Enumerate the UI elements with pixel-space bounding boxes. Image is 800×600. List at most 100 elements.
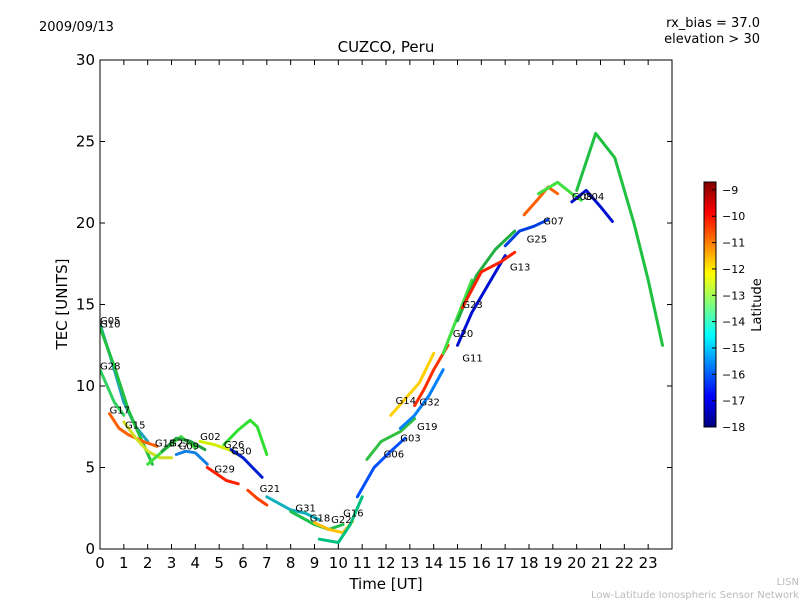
y-tick-label: 5 xyxy=(85,459,95,477)
x-tick-label: 13 xyxy=(400,554,419,572)
satellite-label: G15 xyxy=(125,420,145,431)
elevation-label: elevation > 30 xyxy=(664,32,760,47)
satellite-label: G11 xyxy=(462,354,482,365)
x-tick-label: 6 xyxy=(238,554,248,572)
series-G02b xyxy=(575,131,664,347)
x-tick-label: 19 xyxy=(543,554,562,572)
series-G26 xyxy=(222,418,269,456)
satellite-label: G13 xyxy=(155,438,175,449)
colorbar-label: Latitude xyxy=(750,278,765,332)
y-tick-label: 25 xyxy=(76,133,95,151)
series-G21 xyxy=(246,488,269,507)
x-tick-label: 22 xyxy=(615,554,634,572)
x-tick-label: 10 xyxy=(329,554,348,572)
series-G20 xyxy=(441,278,474,355)
colorbar-tick-label: −9 xyxy=(722,184,738,197)
chart-title: CUZCO, Peru xyxy=(338,38,435,56)
x-tick-label: 20 xyxy=(567,554,586,572)
series-G25 xyxy=(503,218,550,248)
colorbar-tick-label: −11 xyxy=(722,237,745,250)
y-tick-label: 10 xyxy=(76,377,95,395)
series-G14 xyxy=(389,351,436,417)
colorbar-tick-label: −13 xyxy=(722,289,745,302)
series-G30 xyxy=(229,448,264,479)
y-axis-label: TEC [UNITS] xyxy=(53,259,71,351)
x-tick-label: 16 xyxy=(472,554,491,572)
x-axis: 0 1 2 3 4 5 6 7 8 9 10 11 12 13 14 15 16 17 18 19 20 21 22 23 xyxy=(95,60,658,572)
satellite-label: G03 xyxy=(400,433,420,444)
x-tick-label: 21 xyxy=(591,554,610,572)
colorbar-tick-label: −17 xyxy=(722,395,745,408)
y-tick-label: 30 xyxy=(76,51,95,69)
series-G29 xyxy=(205,466,240,486)
satellite-label: G32 xyxy=(419,398,439,409)
series-G31 xyxy=(265,495,321,522)
satellite-label: G07 xyxy=(543,217,563,228)
x-tick-label: 17 xyxy=(496,554,515,572)
series-G15 xyxy=(122,420,173,460)
y-tick-label: 20 xyxy=(76,214,95,232)
satellite-label: G13 xyxy=(510,262,530,273)
x-tick-label: 18 xyxy=(519,554,538,572)
satellite-label: G27 xyxy=(169,438,189,449)
y-tick-label: 15 xyxy=(76,296,95,314)
satellite-label: G16 xyxy=(343,508,363,519)
plot-frame xyxy=(99,59,673,550)
footer-long: Low-Latitude Ionospheric Sensor Network xyxy=(591,590,799,600)
satellite-label: G19 xyxy=(417,422,437,433)
series-G04 xyxy=(570,188,614,223)
colorbar-ticks: −9 −10 −11 −12 −13 −14 −15 −16 −17 −18 xyxy=(712,184,745,434)
point-label-layer: G05G10G28G17G15G13G27G09G02G26G30G29G21G… xyxy=(100,192,604,526)
colorbar: −9 −10 −11 −12 −13 −14 −15 −16 −17 −18 Latitude xyxy=(703,181,765,434)
satellite-label: G30 xyxy=(231,446,251,457)
x-tick-label: 7 xyxy=(262,554,272,572)
x-tick-label: 15 xyxy=(448,554,467,572)
satellite-label: G04 xyxy=(584,192,604,203)
satellite-label: G05 xyxy=(100,316,120,327)
satellite-label: G26 xyxy=(224,440,244,451)
series-G32 xyxy=(413,343,450,408)
satellite-label: G08 xyxy=(572,192,592,203)
satellite-label: G14 xyxy=(396,396,416,407)
y-axis: 0 5 10 15 20 25 30 xyxy=(76,51,672,558)
x-tick-label: 1 xyxy=(119,554,129,572)
series-G07 xyxy=(522,185,560,217)
rx-bias-label: rx_bias = 37.0 xyxy=(666,16,760,31)
series-G17 xyxy=(108,412,159,448)
satellite-label: G09 xyxy=(179,442,199,453)
series-G06 xyxy=(355,436,407,499)
series-G13 xyxy=(460,250,517,310)
series-G10 xyxy=(100,325,154,466)
satellite-label: G25 xyxy=(527,235,547,246)
y-tick-label: 0 xyxy=(85,540,95,558)
satellite-label: G21 xyxy=(260,484,280,495)
x-tick-label: 11 xyxy=(353,554,372,572)
series-G28 xyxy=(100,368,126,417)
satellite-label: G28 xyxy=(100,362,120,373)
colorbar-tick-label: −15 xyxy=(722,342,745,355)
x-tick-label: 4 xyxy=(191,554,201,572)
colorbar-tick-label: −16 xyxy=(722,368,745,381)
colorbar-tick-label: −18 xyxy=(722,421,745,434)
x-tick-label: 5 xyxy=(214,554,224,572)
x-tick-label: 14 xyxy=(424,554,443,572)
series-G16 xyxy=(317,495,364,544)
satellite-label: G18 xyxy=(310,513,330,524)
satellite-label: G06 xyxy=(384,450,404,461)
satellite-label: G22 xyxy=(331,515,351,526)
colorbar-tick-label: −12 xyxy=(722,263,745,276)
x-tick-label: 0 xyxy=(95,554,105,572)
satellite-label: G17 xyxy=(110,406,130,417)
colorbar-gradient xyxy=(703,181,717,428)
x-tick-label: 3 xyxy=(167,554,177,572)
x-tick-label: 9 xyxy=(310,554,320,572)
x-tick-label: 12 xyxy=(376,554,395,572)
x-tick-label: 2 xyxy=(143,554,153,572)
satellite-label: G23 xyxy=(462,300,482,311)
series-G03 xyxy=(365,417,417,461)
x-tick-label: 8 xyxy=(286,554,296,572)
series-G19 xyxy=(398,368,445,430)
series-G09 xyxy=(174,449,209,466)
x-axis-label: Time [UT] xyxy=(348,575,422,593)
